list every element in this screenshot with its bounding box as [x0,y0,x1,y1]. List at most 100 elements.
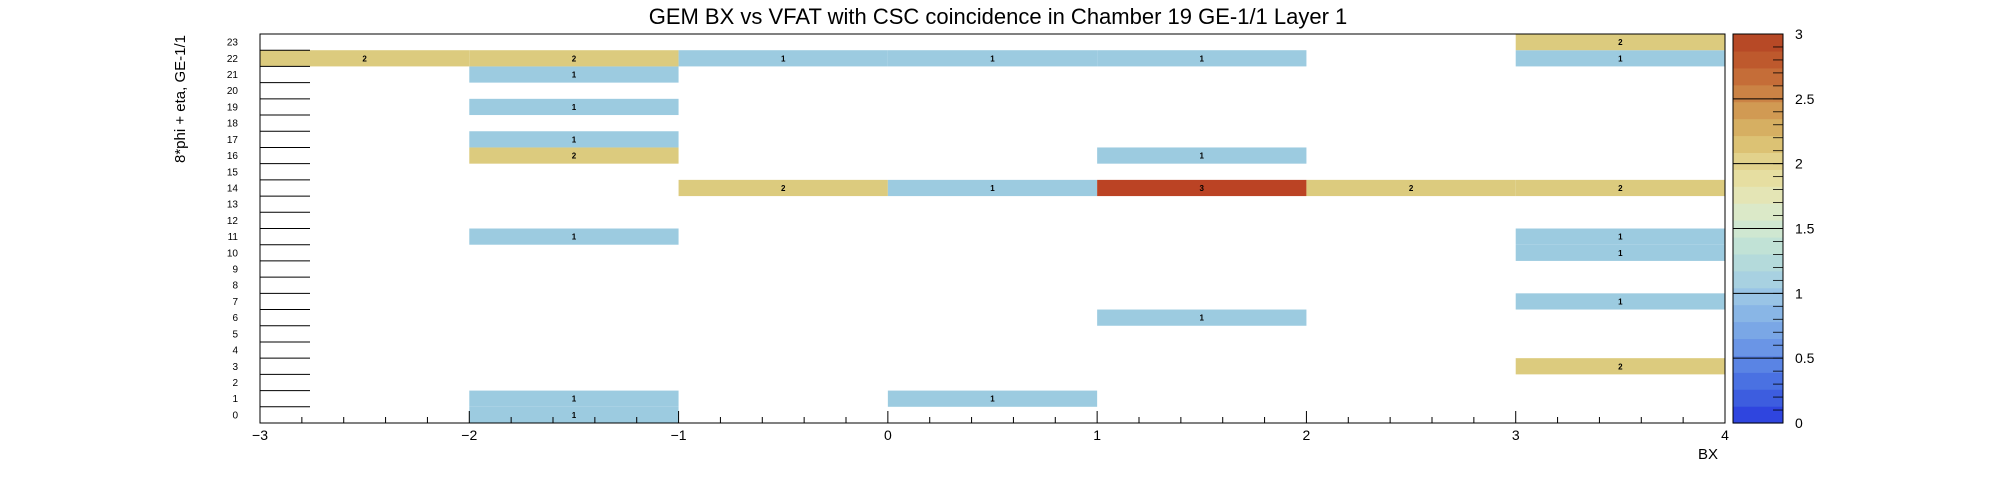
cell-value-label: 2 [362,54,367,63]
y-tick-label: 19 [227,102,239,113]
y-tick-label: 3 [232,362,238,373]
x-tick-label: 4 [1721,427,1729,443]
cell-value-label: 1 [572,135,577,144]
heatmap-cell [1306,179,1516,197]
colorbar-tick-label: 1.5 [1795,221,1815,237]
colorbar-tick-label: 0 [1795,415,1803,431]
colorbar-tick-label: 3 [1795,26,1803,42]
heatmap-cell [1515,228,1725,245]
colorbar-band [1733,406,1783,424]
cell-value-label: 1 [572,71,577,80]
colorbar-band [1733,304,1783,323]
x-tick-label: 2 [1303,427,1311,443]
cell-value-label: 1 [781,54,786,63]
cell-value-label: 2 [1409,184,1414,193]
colorbar-tick-label: 0.5 [1795,350,1815,366]
y-tick-label: 21 [227,70,239,81]
cell-value-label: 1 [572,395,577,404]
heatmap-cell [469,228,679,245]
colorbar-band [1733,84,1783,103]
colorbar: 0 0.5 1 1.5 2 2.5 3 [1732,26,1815,431]
y-tick-label: 6 [232,313,238,324]
heatmap-cell [678,50,888,67]
heatmap-cell [1097,147,1307,164]
colorbar-tick-label: 2.5 [1795,91,1815,107]
colorbar-band [1733,270,1783,289]
cell-value-label: 1 [572,233,577,242]
x-axis: −3 −2 −1 0 1 2 3 4 [252,411,1729,443]
y-tick-label: 8 [232,281,238,292]
colorbar-tick-label: 1 [1795,285,1803,301]
y-tick-label: 11 [228,232,239,243]
heatmap-cell [469,66,679,83]
cell-value-label: 1 [990,54,995,63]
y-tick-label: 1 [232,394,238,405]
y-tick-label: 7 [232,297,238,308]
colorbar-band [1733,338,1783,356]
heatmap-cell [887,179,1098,197]
colorbar-band [1733,287,1783,306]
cell-value-label: 1 [1200,314,1205,323]
y-tick-label: 13 [227,200,239,211]
colorbar-band [1733,253,1783,272]
colorbar-band [1733,34,1783,52]
colorbar-tick-label: 2 [1795,156,1803,172]
cell-value-label: 3 [1200,184,1205,193]
colorbar-band [1733,321,1783,340]
y-tick-label: 2 [232,378,238,389]
y-tick-label: 17 [227,135,239,146]
cell-value-label: 1 [990,184,995,193]
y-axis-label: 8*phi + eta, GE-1/1 [172,35,189,163]
cell-value-label: 1 [572,411,577,420]
y-tick-label: 15 [227,167,239,178]
cell-value-label: 1 [1200,152,1205,161]
cell-value-label: 1 [1618,54,1623,63]
y-tick-label: 0 [232,410,238,421]
heatmap-cell [1097,50,1307,67]
x-tick-label: −3 [252,427,268,443]
y-tick-label: 14 [227,183,239,194]
heatmap-cell [469,147,679,164]
chart-title: GEM BX vs VFAT with CSC coincidence in C… [649,4,1348,29]
y-tick-label: 9 [232,265,238,276]
colorbar-band [1733,152,1783,170]
y-tick-label: 22 [227,54,239,65]
colorbar-band [1733,135,1783,153]
colorbar-band [1733,186,1783,204]
cell-value-label: 1 [1618,249,1623,258]
colorbar-band [1733,67,1783,86]
cell-value-label: 2 [572,54,577,63]
cell-value-label: 1 [1618,297,1623,306]
cell-value-label: 1 [1618,233,1623,242]
cell-value-label: 1 [1200,54,1205,63]
heatmap-cell [1515,293,1725,310]
heatmap-cell [887,50,1098,67]
cell-value-label: 1 [990,395,995,404]
heatmap-cell [260,50,470,67]
colorbar-band [1733,203,1783,221]
cell-value-label: 2 [1618,38,1623,47]
heatmap-cell [887,390,1098,407]
x-tick-label: 1 [1093,427,1101,443]
heatmap-cell [469,406,679,423]
colorbar-band [1733,50,1783,69]
colorbar-band [1733,101,1783,120]
x-axis-label: BX [1698,446,1718,463]
heatmap-cell [1097,309,1307,326]
x-tick-label: 0 [884,427,892,443]
heatmap-cell [1515,34,1725,51]
heatmap-cell [1097,179,1307,197]
y-tick-label: 4 [232,346,238,357]
colorbar-band [1733,389,1783,407]
heatmap-cell [1515,50,1725,67]
heatmap-cell [1515,179,1725,197]
heatmap-cell [469,390,679,407]
heatmap-cell [1515,358,1725,375]
heatmap-cell [469,98,679,116]
colorbar-band [1733,372,1783,390]
x-tick-label: −1 [671,427,687,443]
cell-value-label: 2 [1618,184,1623,193]
cell-value-label: 2 [572,152,577,161]
